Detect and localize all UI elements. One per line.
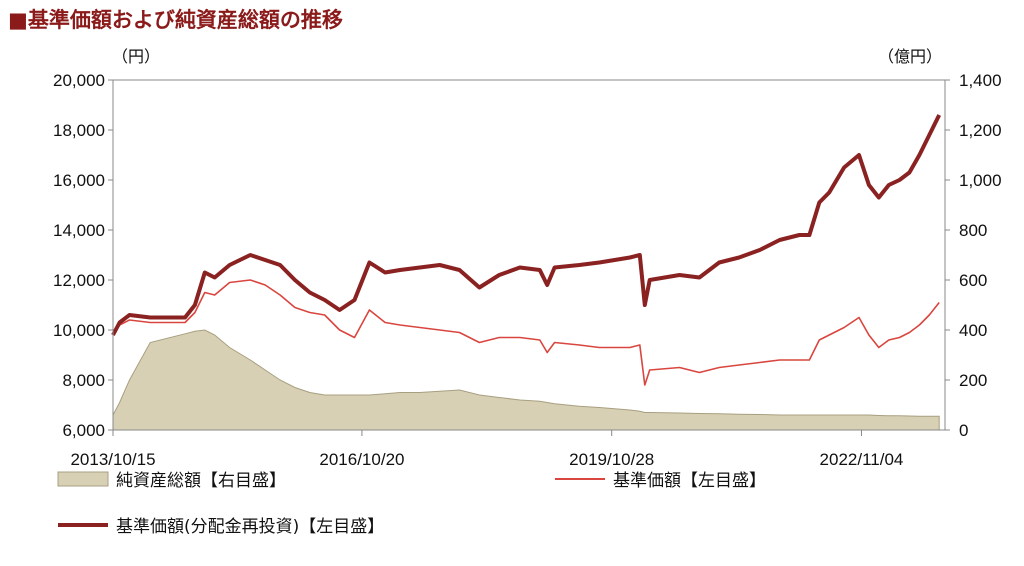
legend-label: 基準価額【左目盛】 [613,471,766,491]
net-assets-area [112,329,940,431]
x-tick-label: 2019/10/28 [569,450,654,469]
y-right-tick-label: 1,000 [959,171,1002,190]
y-right-tick-label: 0 [959,421,968,440]
y-right-tick-label: 1,200 [959,121,1002,140]
y-left-tick-label: 18,000 [53,121,105,140]
y-right-tick-label: 400 [959,321,987,340]
x-tick-label: 2013/10/15 [70,450,155,469]
y-left-tick-label: 6,000 [62,421,105,440]
y-right-tick-label: 1,400 [959,71,1002,90]
y-left-tick-label: 14,000 [53,221,105,240]
left-axis-unit: （円） [112,47,160,66]
chart-title: ■基準価額および純資産総額の推移 [8,8,343,32]
plot-border [112,79,946,431]
y-left-tick-label: 10,000 [53,321,105,340]
y-right-tick-label: 600 [959,271,987,290]
right-axis-unit: （億円） [878,47,942,66]
x-tick-label: 2022/11/04 [820,450,904,469]
y-left-tick-label: 12,000 [53,271,105,290]
y-left-tick-label: 8,000 [62,371,105,390]
nav-reinvested-line [111,114,941,336]
legend-label: 基準価額(分配金再投資)【左目盛】 [116,517,384,537]
nav-line [112,279,940,386]
y-right-tick-label: 200 [959,371,987,390]
legend-label: 純資産総額【右目盛】 [116,471,286,491]
y-left-tick-label: 16,000 [53,171,105,190]
y-right-tick-label: 800 [959,221,987,240]
y-left-tick-label: 20,000 [53,71,105,90]
x-tick-label: 2016/10/20 [319,450,404,469]
legend-swatch-net-assets [57,471,109,487]
